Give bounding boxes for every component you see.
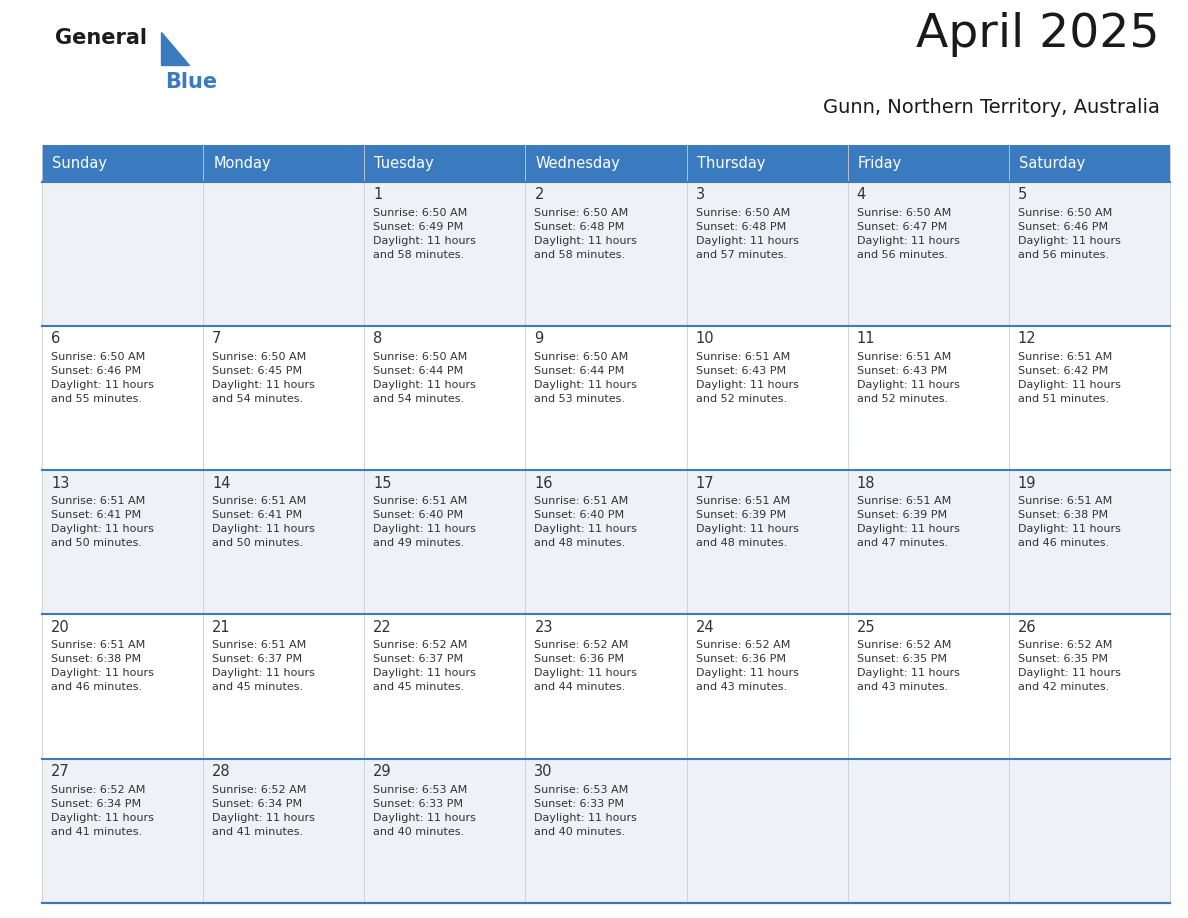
Text: Friday: Friday [858,156,902,171]
Text: Sunrise: 6:51 AM
Sunset: 6:41 PM
Daylight: 11 hours
and 50 minutes.: Sunrise: 6:51 AM Sunset: 6:41 PM Dayligh… [213,496,315,548]
Text: Monday: Monday [213,156,271,171]
Bar [42,758,1170,903]
Bar [42,326,1170,470]
Text: Sunrise: 6:51 AM
Sunset: 6:39 PM
Daylight: 11 hours
and 48 minutes.: Sunrise: 6:51 AM Sunset: 6:39 PM Dayligh… [695,496,798,548]
Bar [42,182,1170,326]
Text: Sunrise: 6:51 AM
Sunset: 6:43 PM
Daylight: 11 hours
and 52 minutes.: Sunrise: 6:51 AM Sunset: 6:43 PM Dayligh… [857,352,960,404]
Text: 27: 27 [51,764,70,779]
Text: Sunrise: 6:51 AM
Sunset: 6:37 PM
Daylight: 11 hours
and 45 minutes.: Sunrise: 6:51 AM Sunset: 6:37 PM Dayligh… [213,641,315,692]
Text: Sunrise: 6:50 AM
Sunset: 6:44 PM
Daylight: 11 hours
and 54 minutes.: Sunrise: 6:50 AM Sunset: 6:44 PM Dayligh… [373,352,476,404]
Text: 11: 11 [857,331,876,346]
Text: 6: 6 [51,331,61,346]
Text: Sunrise: 6:50 AM
Sunset: 6:45 PM
Daylight: 11 hours
and 54 minutes.: Sunrise: 6:50 AM Sunset: 6:45 PM Dayligh… [213,352,315,404]
Text: 24: 24 [695,620,714,635]
Text: 5: 5 [1018,187,1028,202]
Text: 19: 19 [1018,476,1036,490]
Bar [42,614,1170,758]
Text: 16: 16 [535,476,552,490]
Text: Sunday: Sunday [52,156,107,171]
Text: 21: 21 [213,620,230,635]
Text: 30: 30 [535,764,552,779]
Polygon shape [162,32,189,65]
Text: Sunrise: 6:50 AM
Sunset: 6:49 PM
Daylight: 11 hours
and 58 minutes.: Sunrise: 6:50 AM Sunset: 6:49 PM Dayligh… [373,207,476,260]
Bar [42,145,1170,903]
Text: Sunrise: 6:50 AM
Sunset: 6:48 PM
Daylight: 11 hours
and 58 minutes.: Sunrise: 6:50 AM Sunset: 6:48 PM Dayligh… [535,207,637,260]
Text: Sunrise: 6:51 AM
Sunset: 6:40 PM
Daylight: 11 hours
and 49 minutes.: Sunrise: 6:51 AM Sunset: 6:40 PM Dayligh… [373,496,476,548]
Text: Tuesday: Tuesday [374,156,434,171]
Text: 29: 29 [373,764,392,779]
Text: 17: 17 [695,476,714,490]
Text: 4: 4 [857,187,866,202]
Text: 7: 7 [213,331,221,346]
Text: 28: 28 [213,764,230,779]
Text: Sunrise: 6:52 AM
Sunset: 6:34 PM
Daylight: 11 hours
and 41 minutes.: Sunrise: 6:52 AM Sunset: 6:34 PM Dayligh… [213,785,315,836]
Text: 10: 10 [695,331,714,346]
Text: Sunrise: 6:50 AM
Sunset: 6:47 PM
Daylight: 11 hours
and 56 minutes.: Sunrise: 6:50 AM Sunset: 6:47 PM Dayligh… [857,207,960,260]
Text: 26: 26 [1018,620,1036,635]
Text: Sunrise: 6:51 AM
Sunset: 6:41 PM
Daylight: 11 hours
and 50 minutes.: Sunrise: 6:51 AM Sunset: 6:41 PM Dayligh… [51,496,154,548]
Text: Blue: Blue [165,72,217,92]
Text: 15: 15 [373,476,392,490]
Text: 13: 13 [51,476,69,490]
Bar [42,470,1170,614]
Text: 23: 23 [535,620,552,635]
Text: Sunrise: 6:51 AM
Sunset: 6:40 PM
Daylight: 11 hours
and 48 minutes.: Sunrise: 6:51 AM Sunset: 6:40 PM Dayligh… [535,496,637,548]
Text: 9: 9 [535,331,544,346]
Text: 3: 3 [695,187,704,202]
Text: Sunrise: 6:53 AM
Sunset: 6:33 PM
Daylight: 11 hours
and 40 minutes.: Sunrise: 6:53 AM Sunset: 6:33 PM Dayligh… [535,785,637,836]
Text: Sunrise: 6:51 AM
Sunset: 6:38 PM
Daylight: 11 hours
and 46 minutes.: Sunrise: 6:51 AM Sunset: 6:38 PM Dayligh… [51,641,154,692]
Text: Sunrise: 6:52 AM
Sunset: 6:34 PM
Daylight: 11 hours
and 41 minutes.: Sunrise: 6:52 AM Sunset: 6:34 PM Dayligh… [51,785,154,836]
Text: Thursday: Thursday [696,156,765,171]
Text: Sunrise: 6:52 AM
Sunset: 6:36 PM
Daylight: 11 hours
and 44 minutes.: Sunrise: 6:52 AM Sunset: 6:36 PM Dayligh… [535,641,637,692]
Text: 22: 22 [373,620,392,635]
Text: 2: 2 [535,187,544,202]
Text: Sunrise: 6:50 AM
Sunset: 6:46 PM
Daylight: 11 hours
and 55 minutes.: Sunrise: 6:50 AM Sunset: 6:46 PM Dayligh… [51,352,154,404]
Text: Sunrise: 6:51 AM
Sunset: 6:42 PM
Daylight: 11 hours
and 51 minutes.: Sunrise: 6:51 AM Sunset: 6:42 PM Dayligh… [1018,352,1120,404]
Text: Sunrise: 6:51 AM
Sunset: 6:43 PM
Daylight: 11 hours
and 52 minutes.: Sunrise: 6:51 AM Sunset: 6:43 PM Dayligh… [695,352,798,404]
Text: 8: 8 [373,331,383,346]
Text: Sunrise: 6:51 AM
Sunset: 6:38 PM
Daylight: 11 hours
and 46 minutes.: Sunrise: 6:51 AM Sunset: 6:38 PM Dayligh… [1018,496,1120,548]
Text: Sunrise: 6:50 AM
Sunset: 6:46 PM
Daylight: 11 hours
and 56 minutes.: Sunrise: 6:50 AM Sunset: 6:46 PM Dayligh… [1018,207,1120,260]
Text: 18: 18 [857,476,876,490]
Text: 20: 20 [51,620,70,635]
Text: 25: 25 [857,620,876,635]
Text: Sunrise: 6:53 AM
Sunset: 6:33 PM
Daylight: 11 hours
and 40 minutes.: Sunrise: 6:53 AM Sunset: 6:33 PM Dayligh… [373,785,476,836]
Text: Sunrise: 6:52 AM
Sunset: 6:36 PM
Daylight: 11 hours
and 43 minutes.: Sunrise: 6:52 AM Sunset: 6:36 PM Dayligh… [695,641,798,692]
Text: Sunrise: 6:51 AM
Sunset: 6:39 PM
Daylight: 11 hours
and 47 minutes.: Sunrise: 6:51 AM Sunset: 6:39 PM Dayligh… [857,496,960,548]
Bar [42,145,1170,182]
Text: 12: 12 [1018,331,1036,346]
Text: Saturday: Saturday [1019,156,1085,171]
Text: Sunrise: 6:52 AM
Sunset: 6:35 PM
Daylight: 11 hours
and 42 minutes.: Sunrise: 6:52 AM Sunset: 6:35 PM Dayligh… [1018,641,1120,692]
Text: Gunn, Northern Territory, Australia: Gunn, Northern Territory, Australia [823,98,1159,117]
Text: 1: 1 [373,187,383,202]
Text: Sunrise: 6:50 AM
Sunset: 6:48 PM
Daylight: 11 hours
and 57 minutes.: Sunrise: 6:50 AM Sunset: 6:48 PM Dayligh… [695,207,798,260]
Text: Sunrise: 6:52 AM
Sunset: 6:37 PM
Daylight: 11 hours
and 45 minutes.: Sunrise: 6:52 AM Sunset: 6:37 PM Dayligh… [373,641,476,692]
Text: Sunrise: 6:52 AM
Sunset: 6:35 PM
Daylight: 11 hours
and 43 minutes.: Sunrise: 6:52 AM Sunset: 6:35 PM Dayligh… [857,641,960,692]
Text: Wednesday: Wednesday [536,156,620,171]
Text: April 2025: April 2025 [916,12,1159,57]
Text: General: General [55,28,147,48]
Text: 14: 14 [213,476,230,490]
Text: Sunrise: 6:50 AM
Sunset: 6:44 PM
Daylight: 11 hours
and 53 minutes.: Sunrise: 6:50 AM Sunset: 6:44 PM Dayligh… [535,352,637,404]
